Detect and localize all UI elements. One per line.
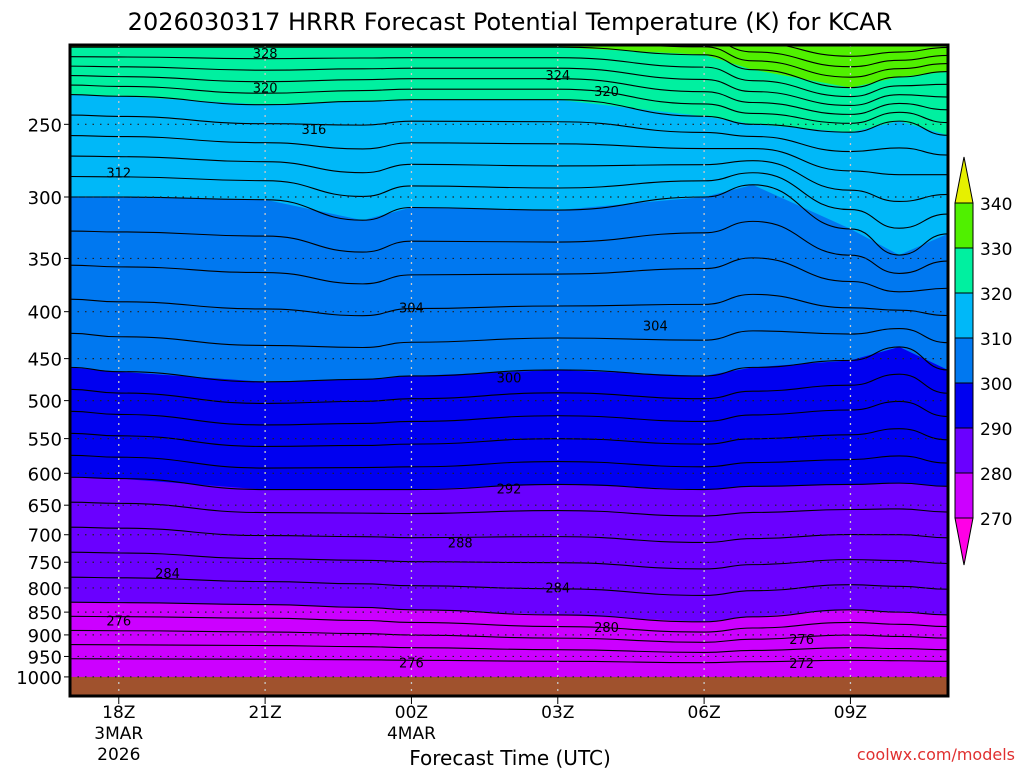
- x-tick-label: 3MAR: [94, 724, 143, 744]
- colorbar-label: 340: [980, 195, 1012, 215]
- x-tick-label: 00Z: [395, 703, 428, 723]
- contour-label: 284: [545, 581, 570, 596]
- contour-line: [70, 75, 948, 115]
- contour-line: [70, 172, 948, 229]
- contour-label: 320: [253, 82, 278, 97]
- contour-label: 328: [253, 47, 278, 62]
- contour-line: [70, 327, 948, 349]
- contour-line: [70, 601, 948, 623]
- contour-label: 320: [594, 85, 619, 100]
- colorbar-swatch-310: [954, 292, 974, 339]
- x-tick-label: 09Z: [834, 703, 867, 723]
- y-tick-label: 1000: [16, 668, 62, 689]
- contour-label: 272: [789, 657, 814, 672]
- plot-frame: [68, 43, 950, 698]
- contour-line: [70, 134, 948, 176]
- x-tick-label: 21Z: [248, 703, 281, 723]
- contour-line: [70, 56, 948, 98]
- contour-label: 292: [497, 482, 522, 497]
- contour-label: 316: [301, 123, 326, 138]
- y-tick-label: 500: [28, 392, 62, 413]
- contour-line: [70, 155, 948, 203]
- contour-label: 284: [155, 567, 180, 582]
- contour-line: [70, 93, 948, 136]
- y-tick-label: 450: [28, 350, 62, 371]
- x-tick-label: 06Z: [687, 703, 720, 723]
- contour-line: [70, 551, 948, 570]
- colorbar-swatch-320: [954, 247, 974, 294]
- colorbar: 270 280 290 300 310 320 330 340: [954, 156, 1012, 566]
- x-tick-label: 2026: [97, 745, 140, 765]
- y-tick-label: 900: [28, 626, 62, 647]
- filled-contours: [70, 45, 948, 696]
- y-tick-label: 800: [28, 579, 62, 600]
- y-tick-label: 600: [28, 464, 62, 485]
- contour-line: [70, 501, 948, 517]
- contour-label: 304: [399, 302, 424, 317]
- contour-label: 304: [643, 319, 668, 334]
- y-tick-label: 400: [28, 303, 62, 324]
- contour-line: [639, 45, 948, 78]
- chart-title: 2026030317 HRRR Forecast Potential Tempe…: [128, 8, 893, 36]
- y-tick-label: 650: [28, 496, 62, 517]
- contour-line: [70, 184, 948, 256]
- y-tick-label: 300: [28, 188, 62, 209]
- contour-line: [70, 65, 948, 107]
- x-tick-label: 4MAR: [387, 724, 436, 744]
- colorbar-label: 330: [980, 240, 1012, 260]
- colorbar-swatch-280: [954, 427, 974, 474]
- colorbar-label: 270: [980, 510, 1012, 530]
- contour-line: [70, 293, 948, 317]
- contour-label: 276: [399, 656, 424, 671]
- contour-line: [776, 45, 948, 57]
- contour-label: 276: [106, 614, 131, 629]
- y-tick-label: 250: [28, 115, 62, 136]
- y-tick-label: 700: [28, 526, 62, 547]
- x-tick-label: 03Z: [541, 703, 574, 723]
- x-axis-label: Forecast Time (UTC): [409, 746, 611, 768]
- colorbar-label: 310: [980, 330, 1012, 350]
- colorbar-arrow-bottom: [954, 517, 974, 566]
- ground: [70, 676, 948, 696]
- y-tick-label: 850: [28, 603, 62, 624]
- colorbar-swatch-330: [954, 202, 974, 249]
- contour-line: [70, 476, 948, 491]
- contour-line: [70, 257, 948, 293]
- y-tick-label: 350: [28, 249, 62, 270]
- y-tick-label: 550: [28, 430, 62, 451]
- colorbar-label: 290: [980, 420, 1012, 440]
- colorbar-label: 280: [980, 465, 1012, 485]
- contour-label: 276: [789, 633, 814, 648]
- contour-label: 300: [497, 372, 522, 387]
- colorbar-label: 320: [980, 285, 1012, 305]
- colorbar-arrow-top: [954, 156, 974, 204]
- band-320: [70, 45, 948, 136]
- contour-label: 312: [106, 166, 131, 181]
- contour-line: [70, 428, 948, 448]
- contour-label: 280: [594, 621, 619, 636]
- y-tick-label: 750: [28, 553, 62, 574]
- band-330: [70, 45, 948, 88]
- colorbar-swatch-270: [954, 472, 974, 519]
- contour-label: 324: [545, 69, 570, 84]
- axes: 2503003504004505005506006507007508008509…: [16, 43, 950, 765]
- colorbar-swatch-290: [954, 382, 974, 429]
- colorbar-swatch-300: [954, 337, 974, 384]
- watermark: coolwx.com/models: [857, 745, 1015, 764]
- contour-label: 288: [448, 537, 473, 552]
- plot-area: 328 324 320 320 316 312 304 304 300 292 288 284 284 2…: [70, 45, 948, 696]
- contour-line: [70, 658, 948, 664]
- contour-line: [70, 615, 948, 633]
- colorbar-label: 300: [980, 375, 1012, 395]
- contour-line: [70, 373, 948, 404]
- x-tick-label: 18Z: [102, 703, 135, 723]
- y-tick-label: 950: [28, 647, 62, 668]
